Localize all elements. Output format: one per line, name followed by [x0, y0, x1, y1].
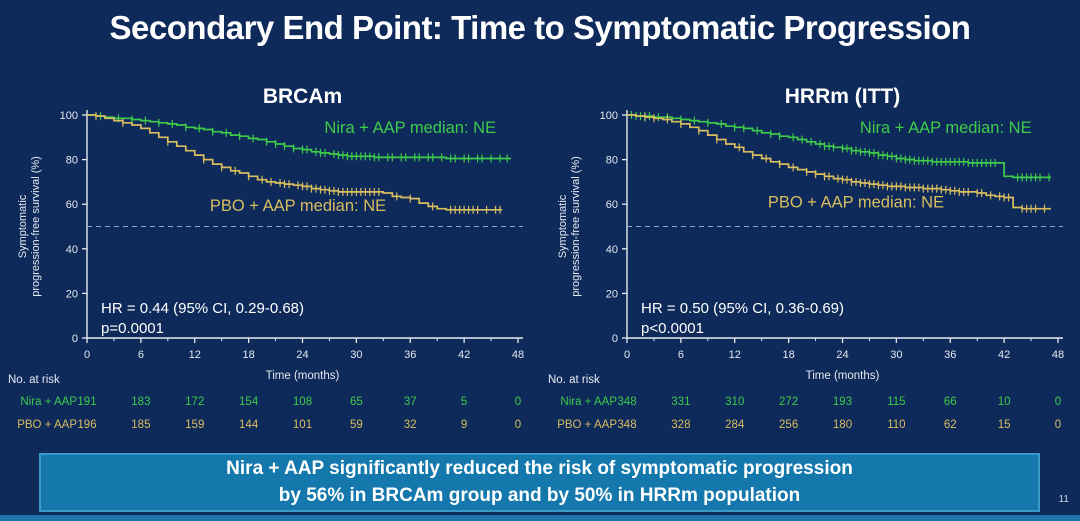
bottom-edge-strip [0, 515, 1080, 521]
risk-count: 144 [239, 419, 259, 431]
risk-count: 37 [404, 396, 417, 408]
risk-count: 310 [725, 396, 744, 408]
x-tick-label: 36 [404, 349, 416, 361]
y-axis-label: Symptomaticprogression-free survival (%) [17, 156, 42, 297]
x-tick-label: 30 [350, 349, 362, 361]
hr-annotation: HR = 0.50 (95% CI, 0.36-0.69) [641, 300, 844, 317]
risk-count: 185 [131, 419, 150, 431]
chart-panel-hrrm: HRRm (ITT) Symptomaticprogression-free su… [540, 75, 1080, 447]
p-value-annotation: p<0.0001 [641, 320, 704, 337]
risk-count: 154 [239, 396, 259, 408]
risk-count: 15 [998, 419, 1011, 431]
risk-count: 172 [185, 396, 204, 408]
risk-count: 183 [131, 396, 150, 408]
risk-count: 5 [461, 396, 467, 408]
risk-count: 101 [293, 419, 312, 431]
x-axis-title: Time (months) [266, 370, 340, 382]
median-label: PBO + AAP median: NE [210, 197, 386, 215]
summary-banner: Nira + AAP significantly reduced the ris… [39, 453, 1040, 512]
risk-count: 0 [1055, 419, 1061, 431]
risk-count: 66 [944, 396, 957, 408]
risk-count: 348 [617, 396, 636, 408]
risk-count: 110 [887, 419, 905, 431]
y-tick-label: 20 [606, 288, 618, 300]
risk-count: 191 [77, 396, 96, 408]
y-tick-label: 60 [66, 199, 78, 211]
median-label: PBO + AAP median: NE [768, 194, 944, 212]
x-tick-label: 0 [84, 349, 90, 361]
risk-count: 180 [833, 419, 852, 431]
y-tick-label: 40 [606, 244, 618, 256]
y-tick-label: 80 [606, 155, 618, 167]
risk-count: 108 [293, 396, 312, 408]
risk-count: 256 [779, 419, 798, 431]
chart-panel-brcam: BRCAm Symptomaticprogression-free surviva… [0, 75, 540, 447]
banner-line-1: Nira + AAP significantly reduced the ris… [226, 458, 853, 480]
x-tick-label: 30 [890, 349, 902, 361]
risk-count: 62 [944, 419, 957, 431]
chart-title: HRRm (ITT) [785, 85, 900, 108]
median-label: Nira + AAP median: NE [324, 119, 496, 137]
risk-count: 159 [185, 419, 204, 431]
x-axis-title: Time (months) [806, 370, 880, 382]
risk-row-name: PBO + AAP [17, 419, 77, 431]
risk-count: 32 [404, 419, 417, 431]
x-tick-label: 12 [729, 349, 741, 361]
x-tick-label: 18 [243, 349, 255, 361]
y-axis-label: Symptomaticprogression-free survival (%) [557, 156, 582, 297]
risk-count: 284 [725, 419, 745, 431]
risk-table-label: No. at risk [548, 374, 600, 386]
risk-count: 0 [515, 396, 521, 408]
chart-title: BRCAm [263, 85, 342, 108]
km-chart-hrrm: HRRm (ITT) Symptomaticprogression-free su… [548, 85, 1064, 431]
risk-count: 348 [617, 419, 636, 431]
risk-count: 272 [779, 396, 798, 408]
x-tick-label: 12 [189, 349, 201, 361]
y-tick-label: 40 [66, 244, 78, 256]
risk-count: 331 [671, 396, 690, 408]
slide-title: Secondary End Point: Time to Symptomatic… [109, 9, 971, 46]
risk-count: 115 [887, 396, 905, 408]
y-tick-label: 80 [66, 155, 78, 167]
risk-count: 10 [998, 396, 1011, 408]
risk-count: 9 [461, 419, 467, 431]
risk-row-name: Nira + AAP [20, 396, 77, 408]
page-number: 11 [1058, 494, 1069, 505]
y-tick-label: 0 [612, 333, 618, 345]
banner-line-2: by 56% in BRCAm group and by 50% in HRRm… [278, 484, 801, 506]
risk-count: 193 [833, 396, 852, 408]
risk-row-name: Nira + AAP [560, 396, 617, 408]
x-tick-label: 48 [1052, 349, 1064, 361]
km-curve-pbo-aap [87, 114, 503, 211]
hr-annotation: HR = 0.44 (95% CI, 0.29-0.68) [101, 300, 304, 317]
risk-count: 65 [350, 396, 363, 408]
x-tick-label: 42 [998, 349, 1010, 361]
x-tick-label: 42 [458, 349, 470, 361]
x-tick-label: 18 [783, 349, 795, 361]
x-tick-label: 24 [836, 349, 848, 361]
risk-count: 59 [350, 419, 363, 431]
y-tick-label: 100 [60, 110, 78, 122]
x-tick-label: 6 [678, 349, 684, 361]
median-label: Nira + AAP median: NE [860, 119, 1032, 137]
risk-table-label: No. at risk [8, 374, 60, 386]
x-tick-label: 6 [138, 349, 144, 361]
x-tick-label: 24 [296, 349, 308, 361]
risk-count: 0 [515, 419, 521, 431]
x-tick-label: 0 [624, 349, 630, 361]
x-tick-label: 36 [944, 349, 956, 361]
risk-count: 196 [77, 419, 96, 431]
y-tick-label: 100 [600, 110, 618, 122]
risk-count: 328 [671, 419, 690, 431]
y-tick-label: 20 [66, 288, 78, 300]
y-tick-label: 60 [606, 199, 618, 211]
p-value-annotation: p=0.0001 [101, 320, 164, 337]
y-tick-label: 0 [72, 333, 78, 345]
x-tick-label: 48 [512, 349, 524, 361]
risk-count: 0 [1055, 396, 1061, 408]
risk-row-name: PBO + AAP [557, 419, 617, 431]
km-chart-brcam: BRCAm Symptomaticprogression-free surviva… [8, 85, 524, 431]
